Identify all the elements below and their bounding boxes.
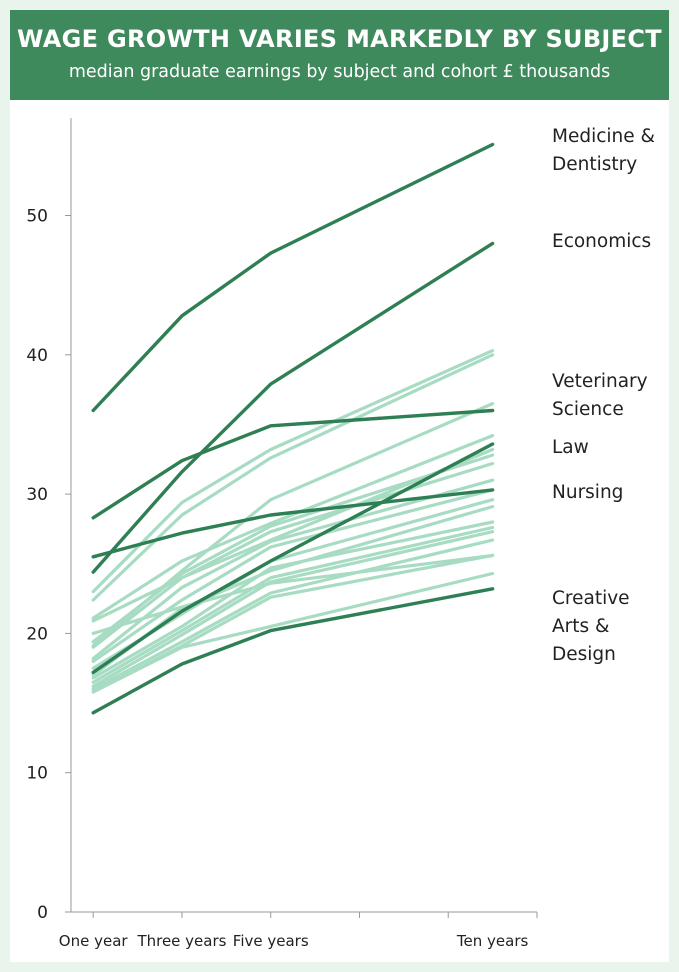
x-tick-label: Five years (233, 932, 309, 950)
x-tick-label: Three years (136, 932, 226, 950)
series-line (91, 587, 495, 715)
series-label: Design (552, 644, 616, 665)
chart-title: WAGE GROWTH VARIES MARKEDLY BY SUBJECT (17, 25, 662, 53)
series-line (91, 142, 495, 413)
chart-header: WAGE GROWTH VARIES MARKEDLY BY SUBJECT m… (10, 10, 669, 100)
other-subject-line (91, 478, 495, 661)
other-subject-line (91, 353, 495, 602)
other-subject-line (91, 571, 495, 694)
other-subject-line (91, 530, 495, 688)
series-label: Creative (552, 588, 630, 609)
other-subject-line (91, 461, 495, 649)
other-subject-line (91, 349, 495, 594)
series-label: Nursing (552, 482, 623, 503)
series-label: Dentistry (552, 154, 637, 175)
chart-subtitle: median graduate earnings by subject and … (68, 62, 611, 82)
highlighted-subject-lines (91, 142, 495, 715)
axes: 0 10 20 30 40 50 One year Three years Five years… (26, 118, 538, 950)
x-tick-label: One year (59, 932, 129, 950)
x-tick-label: Ten years (456, 932, 529, 950)
series-label: Economics (552, 231, 651, 252)
y-tick-label: 40 (26, 346, 48, 366)
series-label: Science (552, 399, 624, 420)
other-subject-line (91, 402, 495, 648)
series-labels: Medicine & Dentistry Economics Veterinary Sc… (552, 126, 655, 665)
series-line (91, 408, 495, 520)
y-tick-label: 50 (26, 207, 48, 227)
y-tick-label: 20 (26, 624, 48, 644)
series-label: Veterinary (552, 371, 648, 392)
series-line (91, 488, 495, 559)
other-subject-line (91, 553, 495, 636)
other-subject-line (91, 520, 495, 680)
other-subject-line (91, 434, 495, 620)
y-tick-label: 0 (37, 903, 48, 923)
y-tick-label: 10 (26, 764, 48, 784)
other-subject-line (91, 488, 495, 663)
series-label: Law (552, 437, 589, 458)
y-tick-label: 30 (26, 485, 48, 505)
series-line (91, 241, 495, 574)
other-subject-line (91, 525, 495, 684)
series-label: Medicine & (552, 126, 655, 147)
other-subject-lines (91, 349, 495, 694)
other-subject-line (91, 447, 495, 623)
plot-area (10, 100, 669, 962)
series-label: Arts & (552, 616, 609, 637)
other-subject-line (91, 538, 495, 691)
